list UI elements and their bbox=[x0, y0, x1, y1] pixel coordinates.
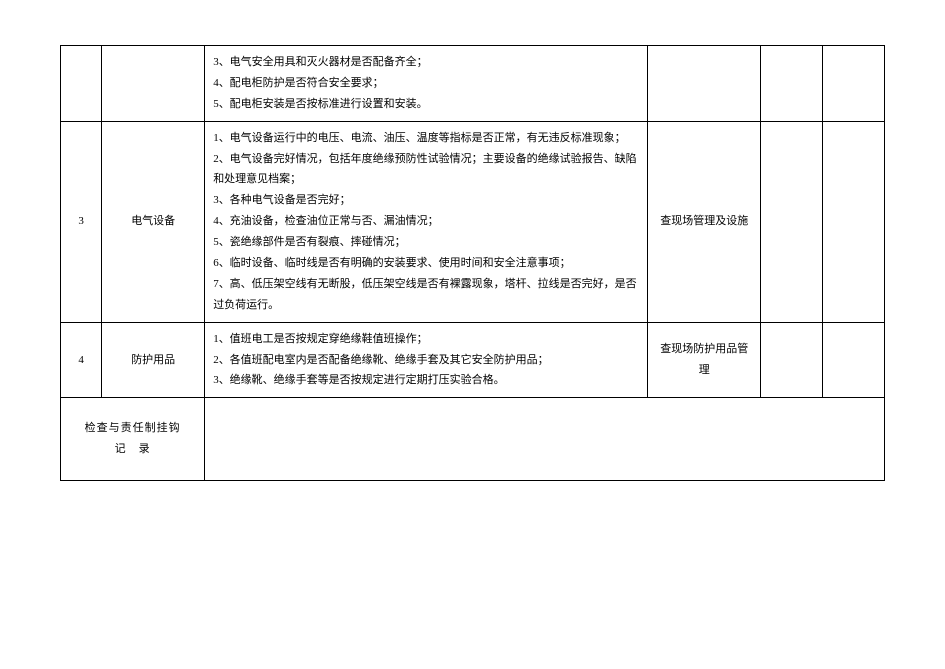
content-line: 3、各种电气设备是否完好； bbox=[213, 190, 639, 211]
cell-blank bbox=[823, 46, 885, 122]
content-line: 2、电气设备完好情况，包括年度绝缘预防性试验情况；主要设备的绝缘试验报告、缺陷和… bbox=[213, 149, 639, 191]
table-row: 3、电气安全用具和灭火器材是否配备齐全； 4、配电柜防护是否符合安全要求； 5、… bbox=[61, 46, 885, 122]
cell-blank bbox=[761, 46, 823, 122]
cell-content: 3、电气安全用具和灭火器材是否配备齐全； 4、配电柜防护是否符合安全要求； 5、… bbox=[205, 46, 648, 122]
content-line: 3、电气安全用具和灭火器材是否配备齐全； bbox=[213, 52, 639, 73]
footer-label-line1: 检查与责任制挂钩 bbox=[85, 422, 181, 434]
content-line: 4、配电柜防护是否符合安全要求； bbox=[213, 73, 639, 94]
cell-num: 4 bbox=[61, 322, 102, 398]
footer-content-cell bbox=[205, 398, 885, 481]
footer-label-cell: 检查与责任制挂钩 记 录 bbox=[61, 398, 205, 481]
cell-category bbox=[102, 46, 205, 122]
content-line: 3、绝缘靴、绝缘手套等是否按规定进行定期打压实验合格。 bbox=[213, 370, 639, 391]
cell-blank bbox=[761, 322, 823, 398]
content-line: 1、值班电工是否按规定穿绝缘鞋值班操作； bbox=[213, 329, 639, 350]
content-line: 1、电气设备运行中的电压、电流、油压、温度等指标是否正常，有无违反标准现象； bbox=[213, 128, 639, 149]
document-page: 3、电气安全用具和灭火器材是否配备齐全； 4、配电柜防护是否符合安全要求； 5、… bbox=[0, 0, 945, 669]
cell-blank bbox=[823, 322, 885, 398]
content-line: 5、瓷绝缘部件是否有裂痕、摔碰情况； bbox=[213, 232, 639, 253]
content-line: 7、高、低压架空线有无断股，低压架空线是否有裸露现象，塔杆、拉线是否完好，是否过… bbox=[213, 274, 639, 316]
cell-blank bbox=[823, 121, 885, 322]
cell-method: 查现场防护用品管理 bbox=[648, 322, 761, 398]
footer-label-line2: 记 录 bbox=[115, 443, 151, 455]
inspection-table: 3、电气安全用具和灭火器材是否配备齐全； 4、配电柜防护是否符合安全要求； 5、… bbox=[60, 45, 885, 481]
cell-content: 1、电气设备运行中的电压、电流、油压、温度等指标是否正常，有无违反标准现象； 2… bbox=[205, 121, 648, 322]
table-footer-row: 检查与责任制挂钩 记 录 bbox=[61, 398, 885, 481]
table-row: 3 电气设备 1、电气设备运行中的电压、电流、油压、温度等指标是否正常，有无违反… bbox=[61, 121, 885, 322]
cell-category: 防护用品 bbox=[102, 322, 205, 398]
cell-content: 1、值班电工是否按规定穿绝缘鞋值班操作； 2、各值班配电室内是否配备绝缘靴、绝缘… bbox=[205, 322, 648, 398]
cell-method: 查现场管理及设施 bbox=[648, 121, 761, 322]
cell-num bbox=[61, 46, 102, 122]
table-row: 4 防护用品 1、值班电工是否按规定穿绝缘鞋值班操作； 2、各值班配电室内是否配… bbox=[61, 322, 885, 398]
content-line: 2、各值班配电室内是否配备绝缘靴、绝缘手套及其它安全防护用品； bbox=[213, 350, 639, 371]
cell-num: 3 bbox=[61, 121, 102, 322]
content-line: 6、临时设备、临时线是否有明确的安装要求、使用时间和安全注意事项； bbox=[213, 253, 639, 274]
content-line: 4、充油设备，检查油位正常与否、漏油情况； bbox=[213, 211, 639, 232]
cell-blank bbox=[761, 121, 823, 322]
content-line: 5、配电柜安装是否按标准进行设置和安装。 bbox=[213, 94, 639, 115]
cell-method bbox=[648, 46, 761, 122]
cell-category: 电气设备 bbox=[102, 121, 205, 322]
